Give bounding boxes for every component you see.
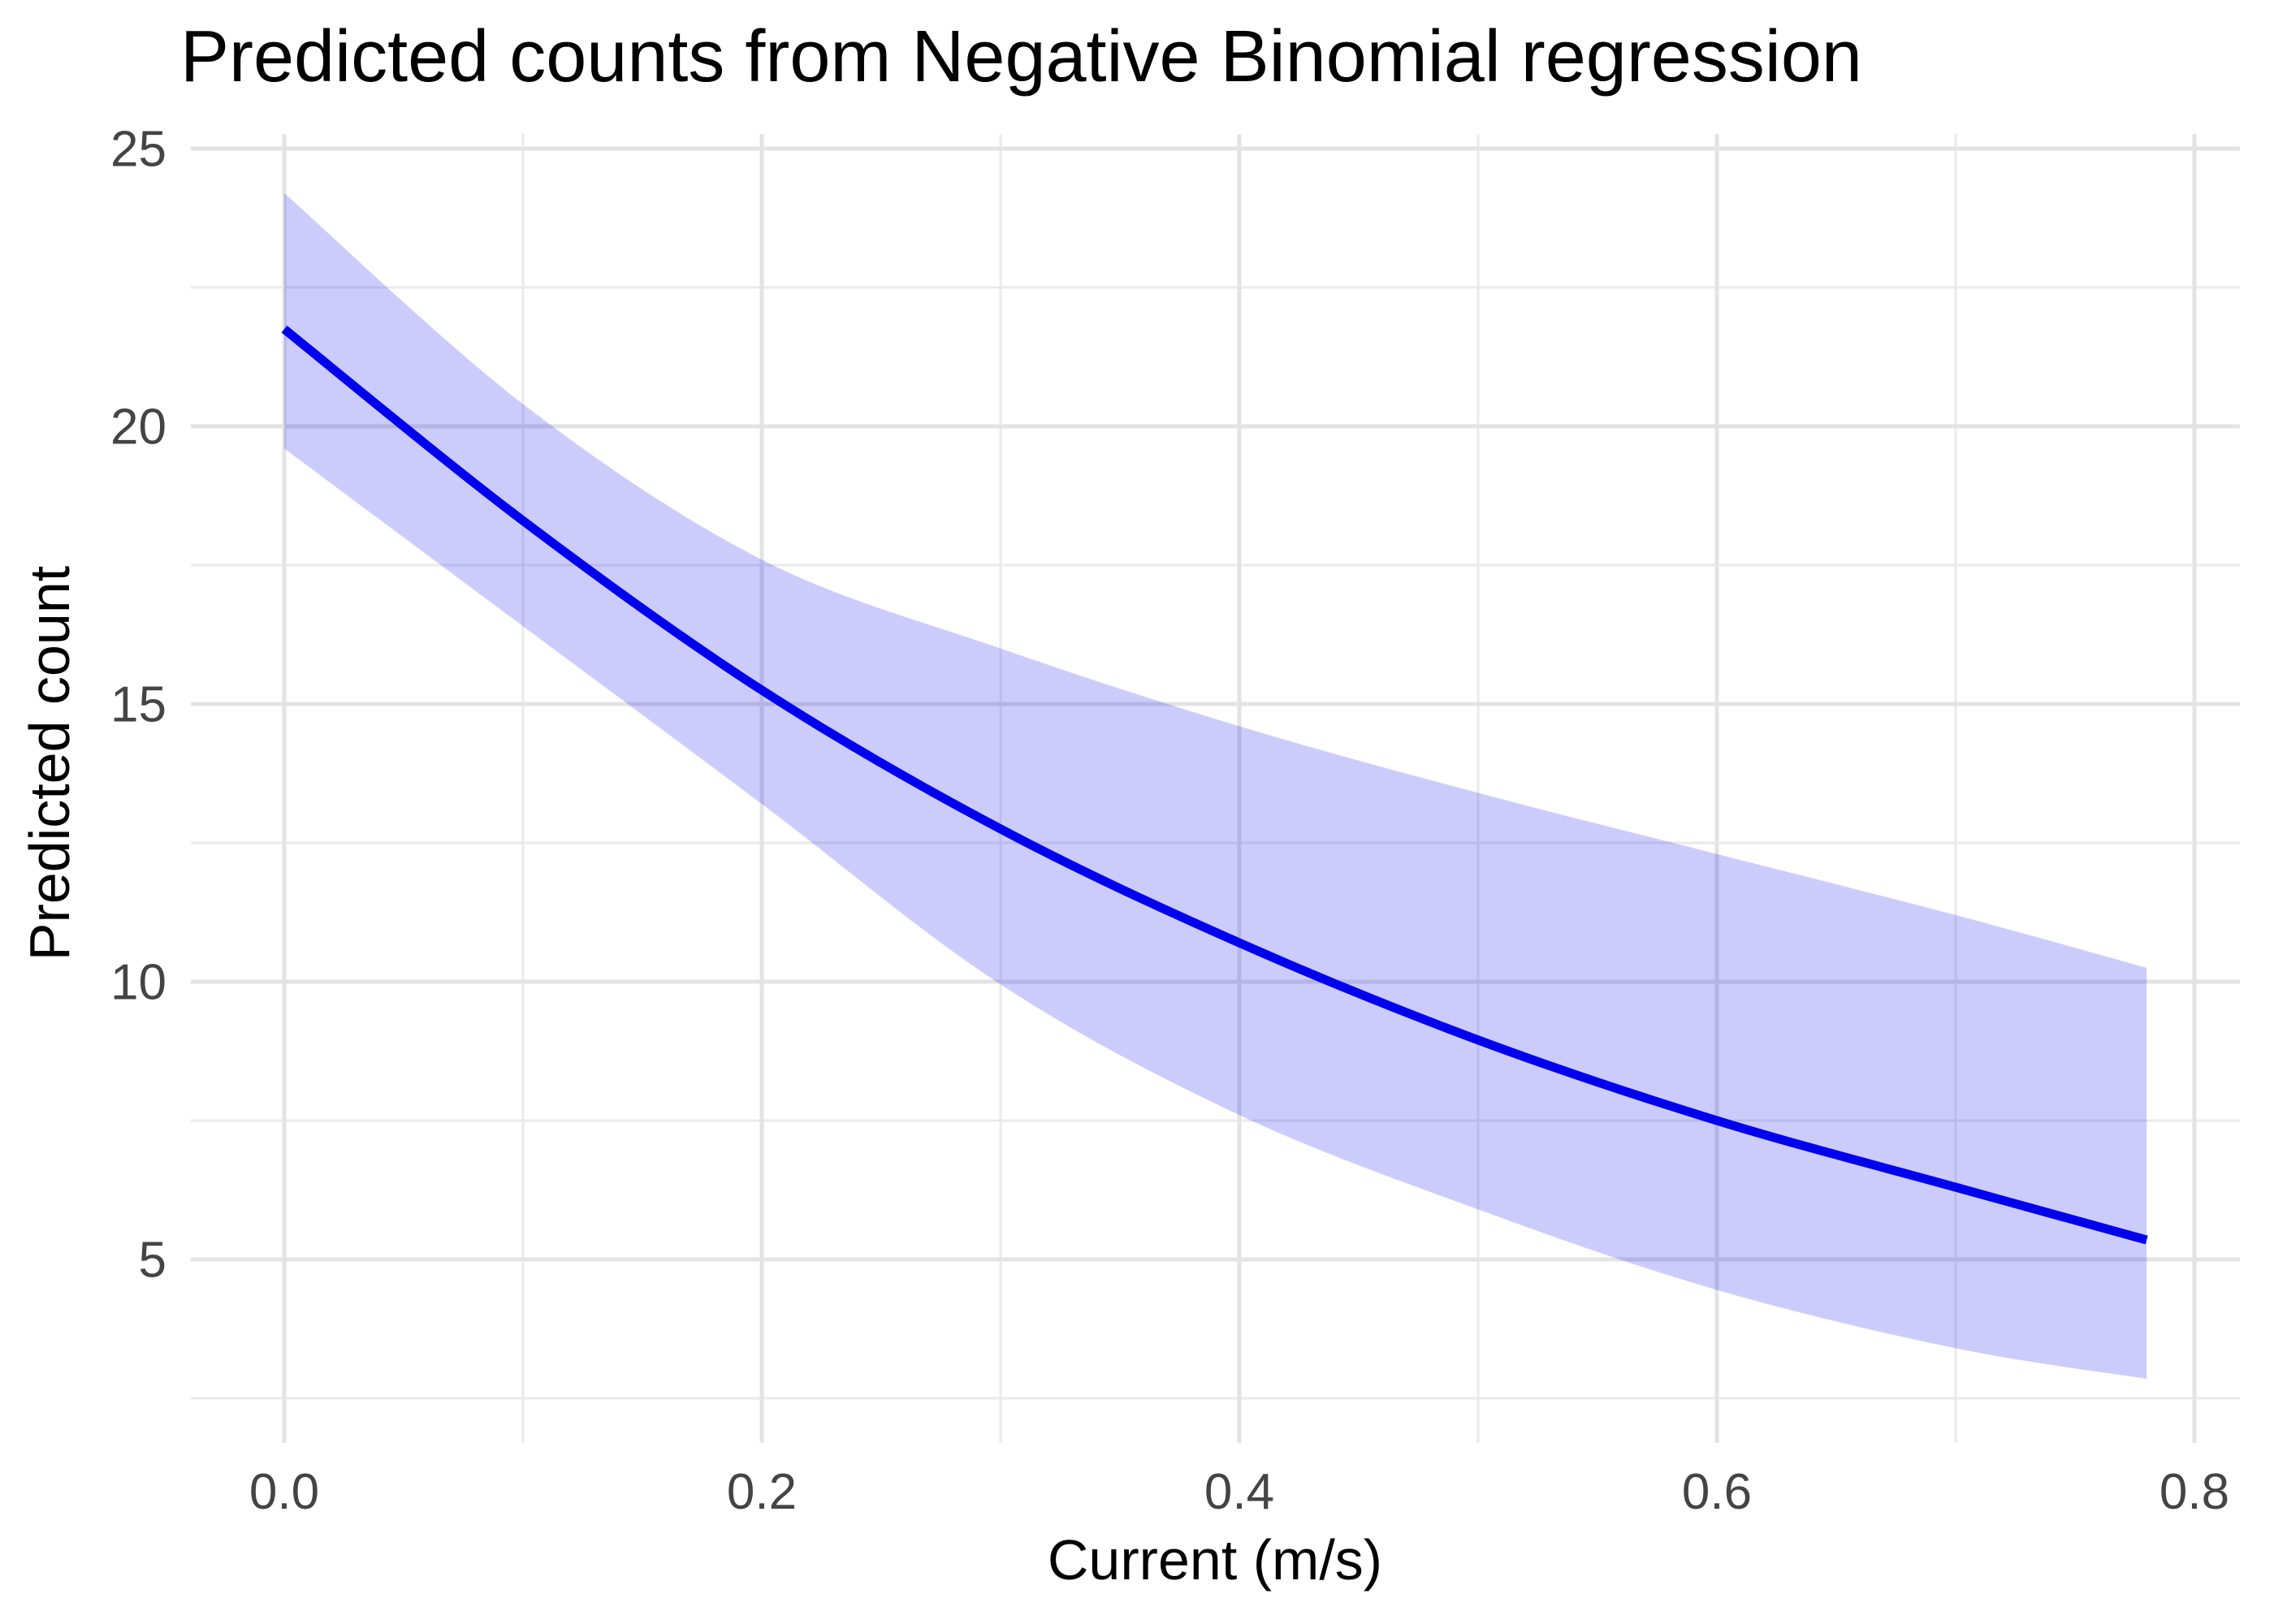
x-tick-label: 0.6 (1682, 1464, 1752, 1520)
y-tick-label: 25 (110, 122, 166, 178)
y-axis-title: Predicted count (18, 566, 81, 961)
y-tick-label: 10 (110, 955, 166, 1011)
y-axis-tick-labels: 5 10 15 20 25 (110, 122, 166, 1289)
x-tick-label: 0.2 (727, 1464, 797, 1520)
y-tick-label: 20 (110, 400, 166, 456)
x-tick-label: 0.8 (2159, 1464, 2229, 1520)
x-tick-label: 0.0 (249, 1464, 319, 1520)
x-axis-tick-labels: 0.0 0.2 0.4 0.6 0.8 (249, 1464, 2229, 1520)
grid-major-lines (191, 134, 2240, 1443)
plot-title: Predicted counts from Negative Binomial … (180, 16, 1862, 97)
grid-minor-lines (191, 134, 2240, 1443)
y-tick-label: 5 (139, 1233, 166, 1289)
x-tick-label: 0.4 (1204, 1464, 1274, 1520)
x-axis-title: Current (m/s) (1048, 1528, 1382, 1592)
regression-fit-line (281, 326, 2148, 1245)
y-tick-label: 15 (110, 677, 166, 733)
confidence-ribbon (284, 192, 2147, 1380)
